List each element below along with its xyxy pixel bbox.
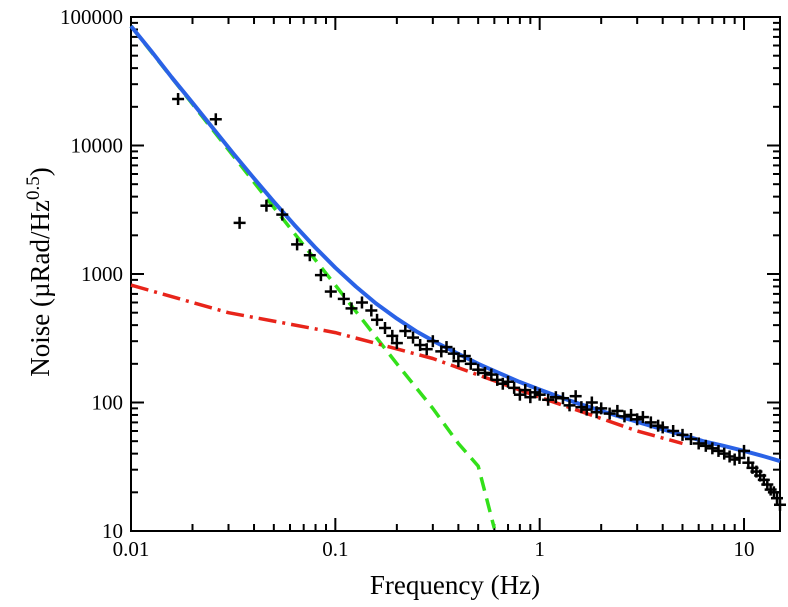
data-point — [478, 366, 491, 379]
data-point — [337, 292, 350, 305]
axis-ticks — [130, 17, 780, 532]
y-tick-label: 100 — [92, 391, 124, 415]
data-point — [426, 335, 439, 348]
data-point — [390, 337, 403, 350]
data-point — [399, 325, 412, 338]
data-point — [585, 396, 598, 409]
data-point — [447, 347, 460, 360]
data-point — [420, 343, 433, 356]
data-point — [712, 444, 725, 457]
x-tick-label: 0.01 — [113, 537, 150, 561]
y-tick-label: 10 — [102, 519, 123, 543]
data-point — [464, 357, 477, 370]
x-tick-label: 0.1 — [322, 537, 348, 561]
data-point — [656, 421, 669, 434]
data-point — [575, 401, 588, 414]
data-point — [502, 375, 515, 388]
data-point — [233, 216, 246, 229]
measured-points — [172, 93, 786, 511]
data-point — [303, 249, 316, 262]
data-point — [738, 444, 751, 457]
y-tick-label: 100000 — [60, 5, 123, 29]
data-point — [770, 492, 783, 505]
x-tick-label: 10 — [734, 537, 755, 561]
data-point — [595, 402, 608, 415]
data-point — [533, 388, 546, 401]
data-point — [407, 331, 420, 344]
data-point — [618, 410, 631, 423]
data-point — [314, 269, 327, 282]
data-point — [676, 428, 689, 441]
data-point — [699, 439, 712, 452]
data-point — [667, 425, 680, 438]
data-point — [355, 296, 368, 309]
tick-labels: 0.01 0.1 1 10 10 100 1000 10000 100000 — [60, 5, 755, 561]
data-point — [631, 413, 644, 426]
data-point — [774, 498, 786, 511]
data-point — [371, 313, 384, 326]
x-tick-label: 1 — [534, 537, 545, 561]
data-point — [345, 302, 358, 315]
data-point — [706, 442, 719, 455]
data-point — [452, 355, 465, 368]
data-point — [440, 341, 453, 354]
data-point — [172, 93, 185, 106]
data-point — [324, 285, 337, 298]
data-point — [485, 368, 498, 381]
fit-line-shallow-component — [130, 283, 683, 446]
y-axis-title-close: ) — [25, 167, 55, 176]
data-point — [733, 451, 746, 464]
data-point — [556, 392, 569, 405]
data-point — [379, 321, 392, 334]
data-point — [644, 416, 657, 429]
data-point — [684, 432, 697, 445]
data-point — [611, 404, 624, 417]
data-point — [636, 411, 649, 424]
data-point — [569, 390, 582, 403]
data-point — [563, 399, 576, 412]
y-axis-title-main: Noise (µRad/Hz — [25, 200, 55, 377]
data-point — [472, 363, 485, 376]
data-point — [291, 238, 304, 251]
data-point — [625, 408, 638, 421]
data-point — [603, 407, 616, 420]
x-axis-title: Frequency (Hz) — [370, 570, 540, 600]
data-point — [542, 393, 555, 406]
data-point — [386, 329, 399, 342]
data-point — [519, 384, 532, 397]
data-point — [260, 199, 273, 212]
data-point — [276, 208, 289, 221]
data-point — [365, 304, 378, 317]
data-point — [414, 339, 427, 352]
y-tick-label: 10000 — [71, 134, 124, 158]
plot-area — [129, 16, 786, 532]
data-point — [458, 350, 471, 363]
data-point — [580, 403, 593, 416]
y-axis-title: Noise (µRad/Hz0.5) — [23, 167, 55, 377]
y-tick-label: 1000 — [81, 262, 123, 286]
data-point — [692, 437, 705, 450]
data-point — [209, 113, 222, 126]
y-axis-title-superscript: 0.5 — [23, 176, 44, 200]
data-point — [508, 381, 521, 394]
